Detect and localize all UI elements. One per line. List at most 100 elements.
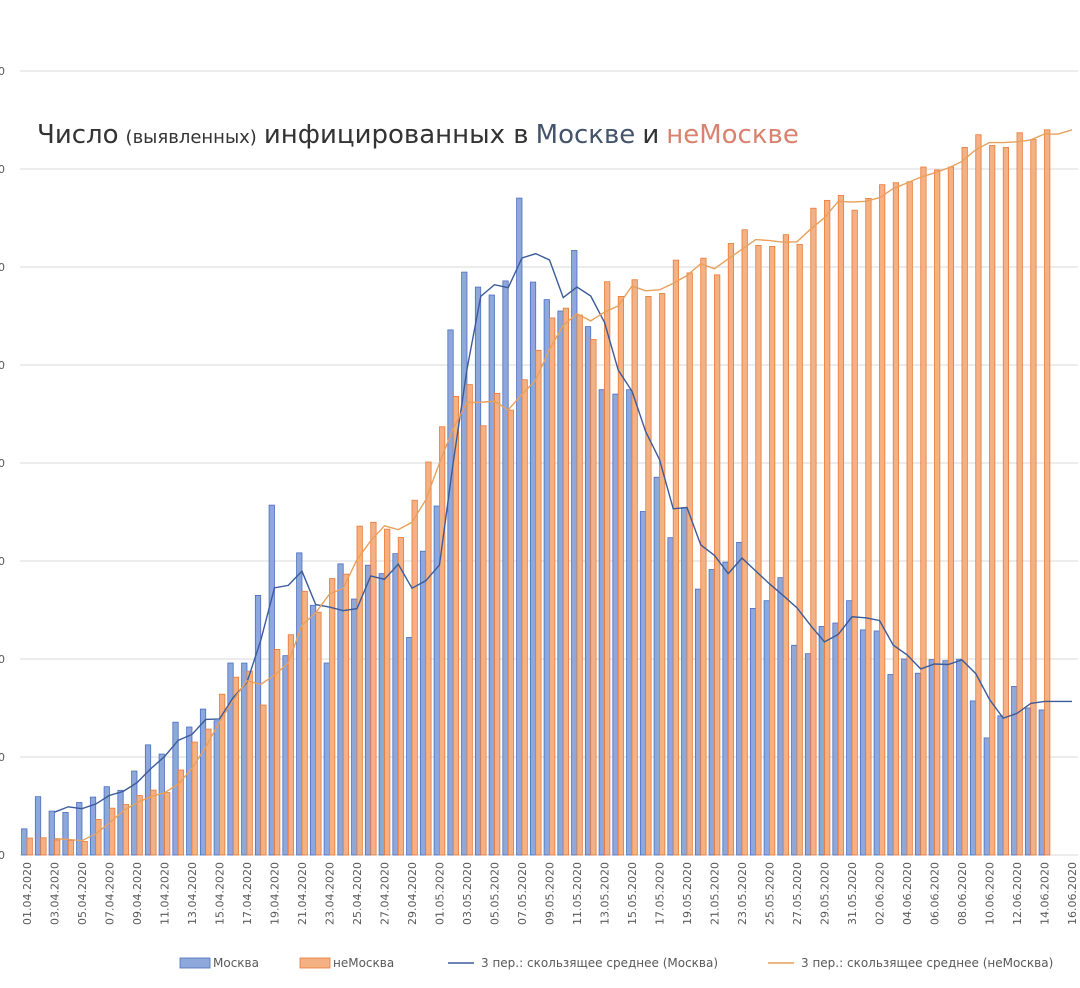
bar xyxy=(873,630,880,856)
title-part: инфицированных в xyxy=(264,120,529,150)
x-tick-label: 13.05.2020 xyxy=(598,862,611,925)
bar xyxy=(109,807,116,856)
bar xyxy=(488,294,495,856)
line xyxy=(54,129,1073,842)
bar xyxy=(604,281,611,856)
bar xyxy=(887,674,894,856)
bar xyxy=(741,229,748,856)
bar xyxy=(571,250,578,856)
bar xyxy=(859,629,867,856)
x-tick-label: 03.05.2020 xyxy=(461,862,474,925)
bar xyxy=(447,329,454,856)
bar xyxy=(439,426,446,856)
y-tick-label: 7000 xyxy=(0,163,5,176)
bar xyxy=(241,662,248,856)
bar xyxy=(76,802,83,856)
bar xyxy=(639,511,647,856)
bar xyxy=(337,563,344,856)
x-tick-label: 07.04.2020 xyxy=(103,862,116,925)
bar xyxy=(1024,707,1032,856)
bar xyxy=(205,728,212,856)
bar xyxy=(796,244,803,856)
x-tick-label: 23.05.2020 xyxy=(736,862,749,925)
bar xyxy=(736,541,743,856)
bar xyxy=(158,753,165,856)
bar xyxy=(122,804,130,856)
bar xyxy=(254,594,262,856)
bar xyxy=(452,395,460,856)
bar xyxy=(309,604,317,856)
bar xyxy=(502,280,509,856)
bar xyxy=(969,700,977,856)
x-tick-label: 01.04.2020 xyxy=(21,862,34,925)
title-part: Число xyxy=(37,120,119,150)
bar xyxy=(1002,147,1010,856)
x-tick-label: 25.04.2020 xyxy=(351,862,364,925)
bar xyxy=(543,299,550,856)
bar xyxy=(782,234,790,856)
bar xyxy=(584,326,592,856)
bar xyxy=(832,622,839,856)
chart-title: Число (выявленных) инфицированных в Москве и… xyxy=(37,120,799,150)
y-tick-label: 1000 xyxy=(0,751,5,764)
y-tick-label: 0 xyxy=(0,849,5,862)
bar xyxy=(846,600,853,856)
title-part: Москве xyxy=(536,120,636,150)
x-tick-label: 25.05.2020 xyxy=(763,862,776,925)
bar xyxy=(246,670,253,856)
bar xyxy=(914,672,922,856)
bar xyxy=(516,197,523,856)
bar xyxy=(466,384,473,856)
x-tick-label: 21.04.2020 xyxy=(296,862,309,925)
x-tick-label: 04.06.2020 xyxy=(901,862,914,925)
bar xyxy=(810,207,817,856)
bar xyxy=(983,737,990,856)
title-part: неМоскве xyxy=(666,120,799,150)
bar xyxy=(351,598,358,856)
y-tick-label: 5000 xyxy=(0,359,5,372)
bar xyxy=(507,409,515,856)
y-tick-label: 6000 xyxy=(0,261,5,274)
x-tick-label: 29.04.2020 xyxy=(406,862,419,925)
bar xyxy=(95,819,102,856)
bar xyxy=(837,195,845,856)
bar xyxy=(961,147,968,856)
bar xyxy=(21,828,28,856)
bar xyxy=(892,182,900,856)
x-tick-label: 02.06.2020 xyxy=(873,862,886,925)
bar xyxy=(150,789,157,856)
bar xyxy=(722,561,729,856)
x-tick-label: 01.05.2020 xyxy=(433,862,446,925)
bar xyxy=(474,286,482,856)
bar xyxy=(686,272,693,856)
x-tick-label: 17.05.2020 xyxy=(653,862,666,925)
bar xyxy=(54,839,61,856)
bar xyxy=(920,166,927,856)
bar xyxy=(645,295,652,856)
bar xyxy=(227,662,234,856)
bar xyxy=(301,590,308,856)
y-tick-label: 3000 xyxy=(0,555,5,568)
bar xyxy=(535,349,542,856)
bar xyxy=(590,339,597,856)
bar xyxy=(1016,132,1023,856)
bar xyxy=(755,245,762,856)
bar xyxy=(40,837,47,856)
bar xyxy=(865,197,872,856)
x-tick-label: 11.05.2020 xyxy=(571,862,584,925)
x-tick-label: 05.04.2020 xyxy=(76,862,89,925)
legend-label: Москва xyxy=(213,956,259,970)
bar xyxy=(769,246,776,856)
bar xyxy=(213,720,220,856)
bar xyxy=(989,145,996,856)
x-tick-label: 09.05.2020 xyxy=(543,862,556,925)
bar xyxy=(356,525,363,856)
bar xyxy=(419,550,427,856)
bar xyxy=(1011,686,1018,856)
y-tick-label: 4000 xyxy=(0,457,5,470)
bar xyxy=(714,274,721,856)
x-tick-label: 15.04.2020 xyxy=(213,862,226,925)
bar xyxy=(906,181,913,856)
bar xyxy=(1044,129,1051,856)
